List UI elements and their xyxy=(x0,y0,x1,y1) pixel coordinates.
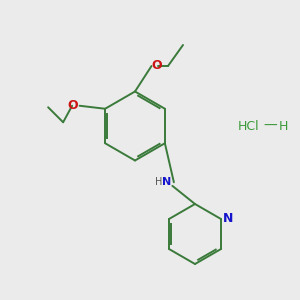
Text: N: N xyxy=(162,177,171,187)
Text: H: H xyxy=(154,177,162,187)
Text: O: O xyxy=(68,99,78,112)
Text: O: O xyxy=(152,59,162,72)
Text: H: H xyxy=(279,119,288,133)
Text: —: — xyxy=(263,119,277,133)
Text: HCl: HCl xyxy=(238,119,260,133)
Text: N: N xyxy=(222,212,233,226)
